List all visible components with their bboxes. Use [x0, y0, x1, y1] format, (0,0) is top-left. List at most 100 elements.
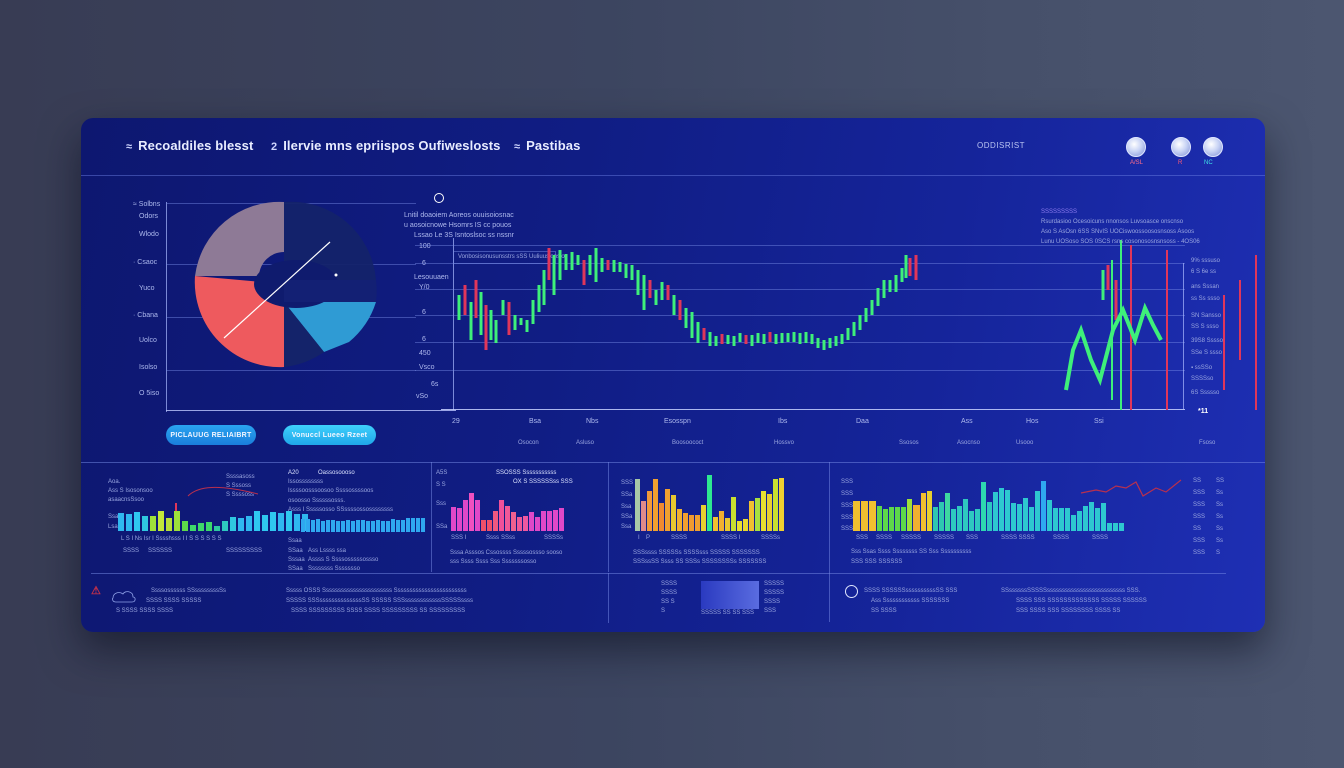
mini-y-label: SSS: [841, 491, 854, 497]
mini-x-label: SSSSS: [934, 535, 955, 541]
mini-row-value: Ssssssss Ssssssso: [308, 566, 361, 572]
mini-x-label: P: [646, 535, 651, 541]
chart-y-label: 6: [422, 336, 426, 343]
mini-footer: SSSssSS Ssss SS SSSs SSSSSSSSs SSSSSSS: [633, 559, 767, 565]
side-table-cell: SS: [1216, 478, 1225, 484]
side-table-cell: Ss: [1216, 502, 1224, 508]
nav-item-3[interactable]: ≈ Pastibas: [514, 138, 581, 153]
status-text: ODDISRIST: [977, 141, 1026, 150]
mini-legend: SSOSSS Sssssssssss: [496, 470, 557, 476]
chart-x-sublabel: Usooo: [1016, 440, 1034, 446]
footer-title: Ssssossssss SSssssssssSs: [151, 588, 227, 594]
pie-y-label: O 5iso: [139, 390, 160, 397]
avatar-3[interactable]: [1203, 137, 1223, 157]
pie-action-button-2[interactable]: Vonuccl Lueeo Rzeet: [283, 425, 376, 445]
chart-x-sublabel: Boosoococt: [672, 440, 704, 446]
avatar-3-label: NC: [1204, 160, 1213, 166]
chart-right-axis: [1183, 263, 1184, 410]
mini-bar-chart-2[interactable]: [301, 517, 425, 532]
gridline: [415, 315, 1185, 316]
chart-right-y-label: SSSSso: [1191, 376, 1214, 382]
chart-y-label: Vsco: [419, 364, 435, 371]
side-table-cell: Ss: [1216, 538, 1224, 544]
chart-x-label: Ass: [961, 418, 973, 425]
nav-item-2[interactable]: 2 Ilervie mns epriispos Oufiweslosts: [271, 138, 501, 153]
avatar-1[interactable]: [1126, 137, 1146, 157]
side-table-cell: SSS: [1193, 538, 1206, 544]
mini-legend: S Sssoss: [226, 483, 252, 489]
mini-footer: Sssa Asssos Cssossss Sssssossso sooso: [450, 550, 563, 556]
nav-item-1[interactable]: ≈ Recoaldiles blesst: [126, 138, 254, 153]
mini-panel-title: Aoa.: [108, 479, 121, 485]
mini-x-label: SSSSs: [544, 535, 564, 541]
chart-right-y-label: ss Ss ssso: [1191, 296, 1220, 302]
mini-bar-chart-3[interactable]: [451, 493, 564, 531]
chart-legend-line: Lnitil doaoiem Aoreos ouuisoiosnac: [404, 212, 514, 219]
mini-x-label: SSSSs: [761, 535, 781, 541]
mini-footer: SSSSSS: [148, 548, 173, 554]
top-navigation-bar: ≈ Recoaldiles blesst 2 Ilervie mns epriisp…: [81, 118, 1265, 176]
footer-label: SSSS: [661, 581, 678, 587]
mini-bar-chart-5[interactable]: [853, 473, 1124, 531]
mini-x-label: SSSS I: [721, 535, 741, 541]
mini-y-label: Ssa: [621, 504, 632, 510]
side-table-cell: SSS: [1193, 490, 1206, 496]
pie-y-label: Wlodo: [139, 231, 159, 238]
side-table-cell: SSS: [1193, 502, 1206, 508]
mini-legend: Ssssasoss: [226, 474, 255, 480]
chart-right-y-label: SS S ssso: [1191, 324, 1219, 330]
chart-right-y-label: 39S8 Sssso: [1191, 338, 1224, 344]
chart-x-label: Bsa: [529, 418, 542, 425]
chart-x-label: 29: [452, 418, 460, 425]
mini-y-label: Sss: [436, 501, 447, 507]
pie-action-button-1[interactable]: PICLAUUG RELIAIBRT: [166, 425, 256, 445]
mini-panel-subtitle: Ass S Isosonsoo: [108, 488, 153, 494]
chart-x-label: Hos: [1026, 418, 1039, 425]
pie-chart[interactable]: [189, 201, 389, 382]
mini-bar-chart-1[interactable]: [118, 504, 308, 531]
mini-x-labels: L S I Ns Isr I Sssshsss I I S S S S S S: [121, 536, 222, 542]
mini-x-label: SSSS: [876, 535, 893, 541]
mini-row-key: Sssaa: [288, 557, 305, 563]
chart-y-label: Lesouuaen: [414, 274, 449, 281]
chart-y-label: 6: [422, 260, 426, 267]
footer-label: S: [661, 608, 666, 614]
thumbnail-image[interactable]: [701, 581, 759, 609]
side-table-cell: SS: [1193, 478, 1202, 484]
mini-x-label: SSSS: [671, 535, 688, 541]
chart-y-label: vSo: [416, 393, 429, 400]
mini-bar-chart-4[interactable]: [635, 473, 784, 531]
avatar-2[interactable]: [1171, 137, 1191, 157]
mini-y-label: SSS: [841, 503, 854, 509]
footer-text: Ass Ssssssssssss SSSSSSS: [871, 598, 950, 604]
mini-line-chart-5: [1080, 479, 1182, 497]
user-circle-icon[interactable]: [845, 585, 858, 598]
chart-x-sublabel: Asluso: [576, 440, 595, 446]
chart-x-sublabel: Asocnso: [957, 440, 981, 446]
section-divider: [81, 462, 1265, 463]
chart-x-axis: [441, 409, 1185, 410]
mini-x-label: I: [638, 535, 640, 541]
candlestick-chart[interactable]: [453, 240, 1257, 415]
mini-panel-text: Asss I Sssssosso SSssssossossssssss: [288, 507, 394, 513]
radio-toggle-icon[interactable]: [434, 193, 444, 203]
pie-y-label: Uolco: [139, 337, 157, 344]
footer-divider: [608, 573, 609, 623]
mini-panel-text: asaacnsSsoo: [108, 497, 145, 503]
mini-y-label: SSS: [841, 515, 854, 521]
side-table-cell: Ss: [1216, 490, 1224, 496]
mini-y-label: Lsa: [108, 524, 118, 530]
mini-y-label: SSa: [621, 492, 633, 498]
gridline: [415, 263, 1185, 264]
pie-y-label: Odors: [139, 213, 159, 220]
mini-panel-text: osoosso Ssssssosss.: [288, 498, 346, 504]
chart-legend-line: Lssao Le 3S Isntoslsoc ss nssnr: [414, 232, 514, 239]
mini-panel-text: Issossssssss: [288, 479, 324, 485]
chart-x-label: *11: [1198, 408, 1209, 415]
side-table-cell: SS: [1193, 526, 1202, 532]
mini-footer: Sss Ssas Ssss Ssssssss SS Sss Ssssssssss: [851, 549, 972, 555]
chart-x-label: Ibs: [778, 418, 788, 425]
chart-legend-line: u aosoicnowe Hsomrs IS cc pouos: [404, 222, 512, 229]
pie-y-label: · Cbana: [133, 312, 158, 319]
mini-x-label: SSSS SSSS: [1001, 535, 1035, 541]
